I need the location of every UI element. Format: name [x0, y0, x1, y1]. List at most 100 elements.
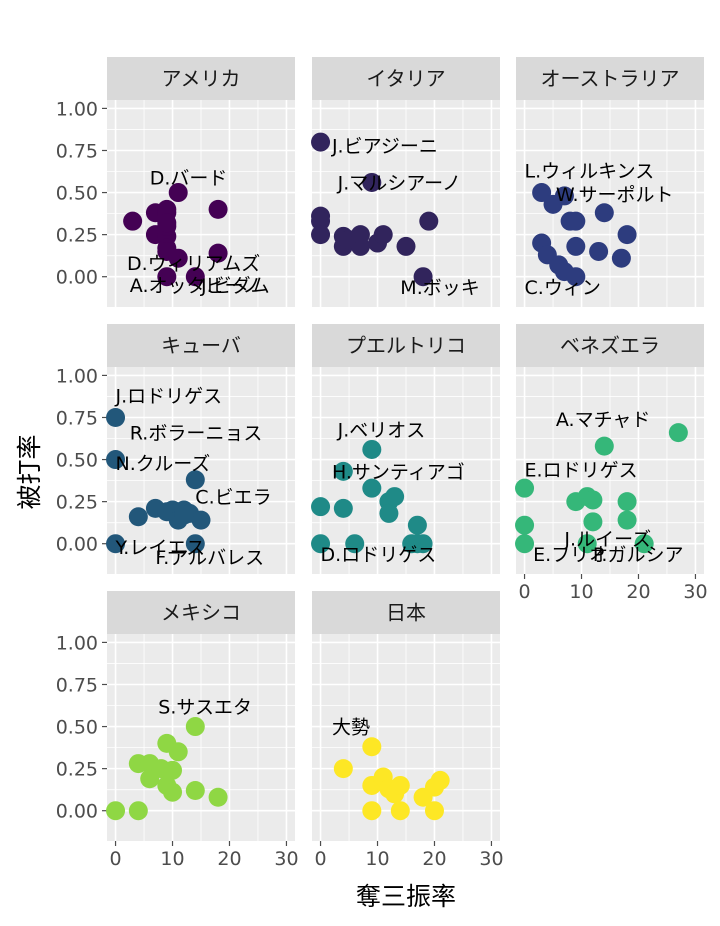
x-tick-label: 20	[422, 848, 446, 870]
data-point	[554, 186, 574, 206]
data-point	[168, 248, 188, 268]
data-point	[168, 742, 188, 762]
point-label: Y.レイエス	[115, 537, 206, 559]
data-point	[419, 211, 439, 231]
data-point	[311, 211, 331, 231]
data-point	[163, 782, 183, 802]
x-tick-label: 0	[518, 581, 530, 603]
point-label: J.ビダム	[200, 275, 270, 297]
data-point	[333, 759, 353, 779]
data-point	[589, 241, 609, 261]
data-point	[577, 534, 597, 554]
panel-strip	[516, 57, 704, 100]
panel-キューバ: キューバ 0.00 0.25 0.50 0.75 1.00 J.ロドリゲス R.ボラーニョス N…	[56, 324, 295, 574]
point-label: C.ビエラ	[195, 487, 271, 509]
panel-strip	[312, 324, 500, 367]
data-point	[668, 423, 688, 443]
data-point	[106, 534, 126, 554]
y-tick-label: 0.00	[56, 801, 98, 823]
point-label: J.ベリオス	[337, 419, 426, 441]
data-point	[333, 498, 353, 518]
data-point	[617, 225, 637, 245]
panels: アメリカ 0.00 0.25 0.50 0.75 1.00 D.バード D.ウィリアムズA.オ…	[56, 57, 708, 870]
data-point	[566, 211, 586, 231]
point-label: P.ガルシア	[593, 544, 684, 566]
point-label: W.サーポルト	[556, 184, 674, 206]
point-label: D.バード	[150, 167, 228, 189]
panel-strip-label: プエルトリコ	[346, 334, 466, 358]
data-point	[617, 492, 637, 512]
data-point	[413, 534, 433, 554]
point-label: E.フリオ	[533, 544, 608, 566]
x-axis-title: 奪三振率	[356, 882, 456, 911]
data-point	[515, 534, 535, 554]
x-tick-label: 10	[569, 581, 593, 603]
data-point	[413, 267, 433, 287]
data-point	[566, 236, 586, 256]
point-label: J.マルシアーノ	[337, 172, 461, 194]
data-point	[362, 737, 382, 757]
point-label: R.ボラーニョス	[130, 423, 263, 445]
data-point	[350, 225, 370, 245]
data-point	[174, 505, 194, 525]
panel-strip-label: アメリカ	[162, 67, 241, 91]
x-tick-label: 20	[217, 848, 241, 870]
data-point	[208, 199, 228, 219]
data-point	[157, 199, 177, 219]
y-axis-title: 被打率	[15, 434, 44, 509]
panel-strip-label: ベネズエラ	[560, 334, 660, 358]
point-label: J.ロドリゲス	[115, 386, 223, 408]
data-point	[362, 478, 382, 498]
data-point	[185, 781, 205, 801]
y-tick-label: 0.25	[56, 492, 98, 514]
data-point	[362, 172, 382, 192]
x-tick-label: 30	[479, 848, 503, 870]
data-point	[407, 515, 427, 535]
data-point	[385, 487, 405, 507]
point-label: D.ロドリゲス	[321, 544, 437, 566]
point-label: F.アルバレス	[155, 547, 264, 569]
data-point	[390, 801, 410, 821]
data-point	[157, 213, 177, 233]
data-point	[106, 450, 126, 470]
data-point	[594, 203, 614, 223]
y-tick-label: 0.50	[56, 717, 98, 739]
panel-strip-label: メキシコ	[161, 601, 241, 625]
point-label: M.ボッキ	[400, 277, 479, 299]
data-point	[106, 801, 126, 821]
data-point	[123, 211, 143, 231]
x-tick-label: 30	[274, 848, 298, 870]
data-point	[311, 225, 331, 245]
y-tick-label: 0.50	[56, 183, 98, 205]
point-label: J.ルイーズ	[563, 529, 651, 551]
panel-メキシコ: メキシコ 0.00 0.25 0.50 0.75 1.00 0 10 20 30 S.サスエタ	[56, 591, 299, 870]
point-label: A.オッタビーノ	[130, 275, 262, 297]
data-point	[617, 510, 637, 530]
data-point	[168, 183, 188, 203]
data-point	[515, 515, 535, 535]
data-point	[311, 132, 331, 152]
data-point	[185, 534, 205, 554]
data-point	[362, 439, 382, 459]
data-point	[185, 470, 205, 490]
panel-strip-label: キューバ	[161, 334, 241, 358]
data-point	[362, 801, 382, 821]
panel-プエルトリコ: プエルトリコ J.ベリオス H.サンティアゴ D.ロドリゲス	[311, 324, 500, 574]
x-tick-label: 20	[626, 581, 650, 603]
x-tick-label: 0	[314, 848, 326, 870]
y-tick-label: 0.50	[56, 450, 98, 472]
data-point	[532, 183, 552, 203]
y-tick-label: 0.75	[56, 407, 98, 429]
point-label: L.ウィルキンス	[525, 161, 655, 183]
y-tick-label: 1.00	[56, 98, 98, 120]
point-label: J.ビアジーニ	[331, 135, 438, 157]
data-point	[566, 267, 586, 287]
data-point	[583, 512, 603, 532]
y-tick-label: 0.00	[56, 534, 98, 556]
y-tick-label: 1.00	[56, 365, 98, 387]
panel-strip	[516, 324, 704, 367]
data-point	[163, 760, 183, 780]
data-point	[311, 497, 331, 517]
point-label: 大勢	[332, 717, 370, 739]
